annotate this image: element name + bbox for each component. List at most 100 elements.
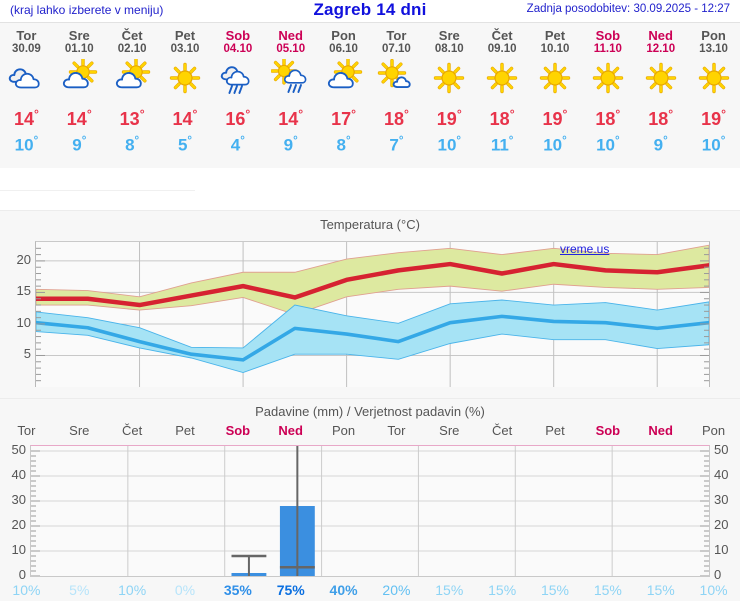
precip-day-label: Tor [387, 423, 406, 438]
precip-probability-label: 15% [435, 582, 464, 598]
day-temp-min: 11° [490, 135, 514, 155]
gap-hairline [0, 190, 195, 191]
day-column-3[interactable]: Čet 02.10 13° 8° [106, 23, 159, 169]
day-temp-max: 14° [278, 107, 304, 129]
precipitation-y-axis-label: 40 [11, 467, 26, 482]
precipitation-svg [31, 442, 709, 577]
temperature-y-axis-label: 20 [16, 251, 31, 267]
day-name: Čet [491, 28, 513, 43]
precip-probability-label: 40% [329, 582, 358, 598]
precipitation-chart-panel: Padavine (mm) / Verjetnost padavin (%) T… [0, 398, 740, 601]
day-name: Sre [68, 28, 90, 43]
precipitation-y-axis-label: 30 [11, 492, 26, 507]
precip-probability-label: 20% [382, 582, 411, 598]
page-header-bar: (kraj lahko izberete v meniju) Zagreb 14… [0, 0, 740, 22]
precip-probability-label: 10% [12, 582, 41, 598]
watermark-link[interactable]: vreme.us [560, 242, 610, 256]
precipitation-y-axis-label: 30 [714, 492, 729, 507]
day-name: Pet [174, 28, 196, 43]
day-date: 02.10 [117, 43, 147, 55]
day-date: 07.10 [382, 43, 411, 55]
day-column-9[interactable]: Sre 08.10 19° 10° [423, 23, 476, 169]
day-column-4[interactable]: Pet 03.10 14° 5° [159, 23, 212, 169]
precip-probability-label: 15% [540, 582, 570, 598]
day-temp-min: 8° [125, 135, 140, 155]
day-column-2[interactable]: Sre 01.10 14° 9° [53, 23, 106, 169]
day-column-13[interactable]: Ned 12.10 18° 9° [634, 23, 687, 169]
precipitation-y-axis-label: 0 [18, 567, 26, 582]
day-temp-max: 16° [225, 107, 251, 129]
day-temp-max: 13° [119, 107, 145, 129]
precip-day-label: Pon [331, 423, 356, 438]
day-column-10[interactable]: Čet 09.10 18° 11° [476, 23, 529, 169]
precipitation-plot-area [30, 442, 710, 577]
day-date: 12.10 [646, 43, 676, 55]
precip-day-label: Pon [701, 423, 726, 438]
precip-probability-label: 0% [174, 582, 196, 598]
precip-day-label: Sre [69, 423, 90, 438]
day-temp-max: 18° [648, 107, 674, 129]
day-column-11[interactable]: Pet 10.10 19° 10° [529, 23, 582, 169]
day-temp-min: 7° [389, 135, 404, 155]
day-column-14[interactable]: Pon 13.10 19° 10° [687, 23, 740, 169]
day-column-7[interactable]: Pon 06.10 17° 8° [317, 23, 370, 169]
location-menu-note: (kraj lahko izberete v meniju) [10, 3, 164, 17]
cloudy-icon [0, 59, 53, 101]
temperature-chart-title: Temperatura (°C) [320, 217, 420, 232]
day-name: Tor [16, 28, 37, 43]
day-column-12[interactable]: Sob 11.10 18° 10° [581, 23, 634, 169]
day-date: 04.10 [223, 43, 253, 55]
day-date: 30.09 [12, 43, 41, 55]
section-gap [0, 168, 740, 210]
sun-rain-icon [264, 59, 317, 101]
day-temp-min: 8° [336, 135, 351, 155]
day-name: Ned [278, 28, 303, 43]
precip-day-label: Pet [175, 423, 195, 438]
day-column-1[interactable]: Tor 30.09 14° 10° [0, 23, 53, 169]
sun-cloud-icon [370, 59, 423, 101]
day-name: Sre [438, 28, 460, 43]
day-column-6[interactable]: Ned 05.10 14° 9° [264, 23, 317, 169]
day-date: 08.10 [434, 43, 464, 55]
partly-sunny-icon [53, 59, 106, 101]
temperature-y-axis-label: 10 [16, 314, 31, 330]
day-temp-min: 9° [283, 135, 298, 155]
day-name: Pon [331, 28, 356, 43]
precip-day-label: Čet [122, 423, 143, 438]
day-temp-max: 18° [489, 107, 515, 129]
precipitation-y-axis-label: 40 [714, 467, 729, 482]
day-column-5[interactable]: Sob 04.10 16° 4° [211, 23, 264, 169]
temperature-svg [33, 242, 712, 387]
day-column-8[interactable]: Tor 07.10 18° 7° [370, 23, 423, 169]
precipitation-y-axis-label: 50 [714, 442, 729, 457]
day-name: Pet [544, 28, 566, 43]
day-temp-max: 14° [13, 107, 39, 129]
precip-day-label: Pet [545, 423, 565, 438]
day-temp-max: 14° [66, 107, 92, 129]
day-temp-max: 19° [542, 107, 568, 129]
precipitation-y-axis-label: 10 [11, 542, 26, 557]
sunny-icon [634, 59, 687, 101]
day-name: Sob [595, 28, 621, 43]
day-temp-min: 9° [653, 135, 668, 155]
day-name: Čet [121, 28, 143, 43]
day-name: Pon [701, 28, 726, 43]
temperature-chart-panel: Temperatura (°C) 20 15 10 5 vreme.us [0, 210, 740, 399]
precip-probability-label: 75% [276, 582, 305, 598]
day-date: 01.10 [64, 43, 94, 55]
precip-probability-label: 10% [118, 582, 147, 598]
day-temp-max: 18° [383, 107, 409, 129]
day-temp-max: 14° [172, 107, 198, 129]
day-temp-min: 10° [701, 135, 726, 155]
daily-forecast-strip: Tor 30.09 14° 10° Sre 01.10 14° 9° Čet 02.10 13… [0, 22, 740, 170]
partly-sunny-icon [106, 59, 159, 101]
day-temp-min: 10° [437, 135, 462, 155]
precip-day-label: Čet [492, 423, 513, 438]
partly-sunny-icon [317, 59, 370, 101]
last-update-stamp: Zadnja posodobitev: 30.09.2025 - 12:27 [526, 3, 730, 15]
day-date: 03.10 [170, 43, 200, 55]
day-temp-min: 10° [14, 135, 39, 155]
precipitation-y-axis-label: 50 [11, 442, 26, 457]
day-date: 09.10 [487, 43, 517, 55]
precip-day-label: Ned [648, 423, 673, 438]
